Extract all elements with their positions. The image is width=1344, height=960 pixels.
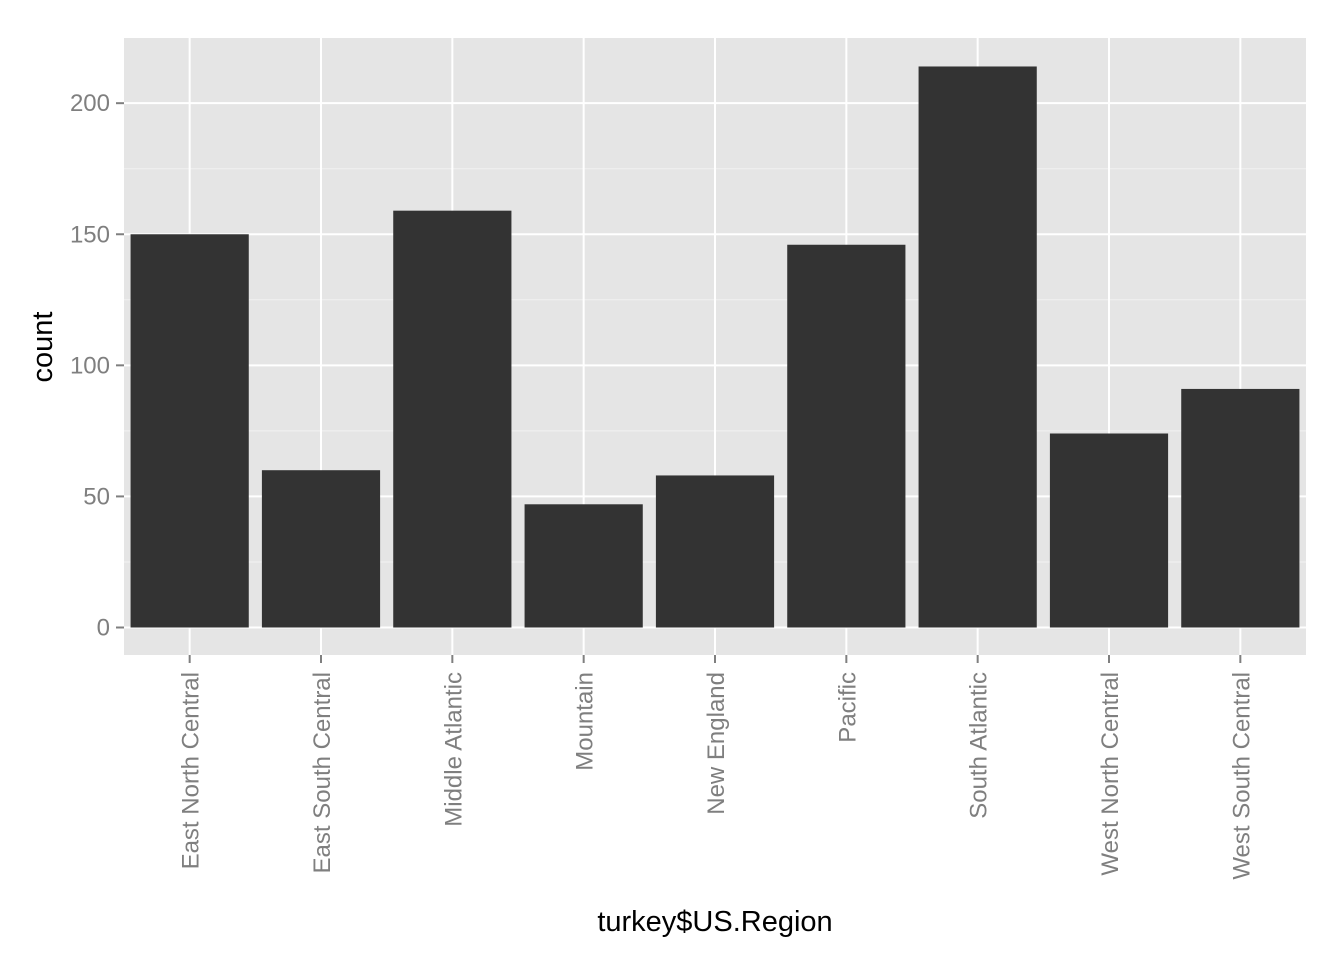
bar [130,234,249,628]
y-tick-label: 100 [70,352,110,379]
y-axis-title: count [27,312,59,383]
x-tick-label: New England [703,672,730,815]
bar [655,475,775,628]
x-tick-label: East South Central [309,672,336,873]
x-tick-label: East North Central [178,672,205,869]
bars [130,66,1300,628]
x-tick-label: Middle Atlantic [440,672,467,827]
bar [261,470,381,628]
y-tick-label: 200 [70,90,110,117]
x-tick-label: West North Central [1097,672,1124,876]
y-axis-ticks: 0 50 100 150 200 [70,90,124,642]
y-tick-label: 0 [97,615,110,642]
bar [918,66,1037,628]
bar [1181,388,1300,628]
x-axis-ticks: East North Central East South Central Midd… [178,655,1255,880]
x-tick-label: West South Central [1228,672,1255,880]
bar [393,210,512,628]
bar [524,504,643,628]
x-tick-label: Pacific [834,672,861,743]
bar [1049,433,1169,628]
y-tick-label: 150 [70,221,110,248]
x-tick-label: South Atlantic [966,672,993,819]
x-tick-label: Mountain [572,672,599,771]
bar [787,244,906,628]
y-tick-label: 50 [83,483,110,510]
x-axis-title: turkey$US.Region [597,906,832,938]
